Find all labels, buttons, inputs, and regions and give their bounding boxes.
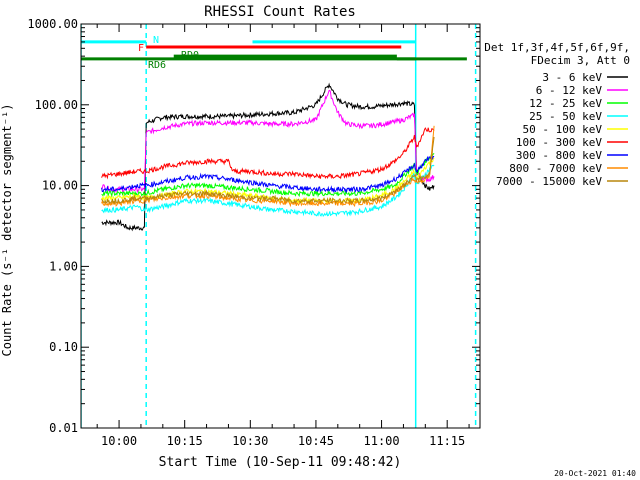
x-tick-label-4: 11:00: [364, 434, 400, 448]
annotation-label-rd0: RD0: [181, 50, 199, 61]
y-tick-label-2: 1.00: [49, 259, 78, 273]
legend-label-5: 100 - 300 keV: [516, 136, 602, 149]
series-line-0: [101, 82, 435, 232]
plot-inner: [81, 24, 477, 428]
axis-layer: 0.01 0.10 1.00 10.00 100.00 1000.00 10:00 10:15…: [27, 17, 480, 448]
series-line-3: [101, 164, 435, 217]
y-tick-label-3: 10.00: [42, 179, 78, 193]
series-line-2: [101, 153, 435, 198]
y-tick-label-4: 100.00: [35, 98, 78, 112]
series-line-5: [101, 127, 435, 180]
annotation-label-rd6: RD6: [148, 60, 166, 71]
x-tick-label-3: 10:45: [298, 434, 334, 448]
x-axis-label: Start Time (10-Sep-11 09:48:42): [159, 455, 402, 470]
timestamp-label: 20-Oct-2021 01:40: [554, 469, 636, 478]
legend-header-line-1: Det 1f,3f,4f,5f,6f,9f,: [484, 41, 630, 54]
plot-frame: [80, 23, 481, 429]
legend-header-line-2: FDecim 3, Att 0: [531, 54, 630, 67]
series-line-1: [101, 89, 435, 194]
legend-label-0: 3 - 6 keV: [542, 71, 602, 84]
legend-label-3: 25 - 50 keV: [529, 110, 602, 123]
legend-label-6: 300 - 800 keV: [516, 149, 602, 162]
plot-layer: NF RD0 RD6: [81, 24, 477, 428]
legend-label-4: 50 - 100 keV: [523, 123, 603, 136]
y-tick-label-5: 1000.00: [27, 17, 78, 31]
x-tick-label-5: 11:15: [429, 434, 465, 448]
chart-title: RHESSI Count Rates: [204, 4, 356, 20]
legend-label-2: 12 - 25 keV: [529, 97, 602, 110]
x-tick-label-1: 10:15: [167, 434, 203, 448]
legend-label-1: 6 - 12 keV: [536, 84, 603, 97]
series-line-8: [101, 136, 435, 205]
x-tick-label-0: 10:00: [101, 434, 137, 448]
x-tick-label-2: 10:30: [232, 434, 268, 448]
series-line-6: [101, 154, 435, 194]
y-axis-label: Count Rate (s⁻¹ detector segment⁻¹): [0, 104, 14, 357]
annotation-label-f: F: [138, 43, 144, 54]
legend-label-7: 800 - 7000 keV: [509, 162, 602, 175]
legend-label-8: 7000 - 15000 keV: [496, 175, 602, 188]
annotation-label-n: N: [153, 35, 159, 46]
y-tick-label-0: 0.01: [49, 421, 78, 435]
y-tick-label-1: 0.10: [49, 340, 78, 354]
